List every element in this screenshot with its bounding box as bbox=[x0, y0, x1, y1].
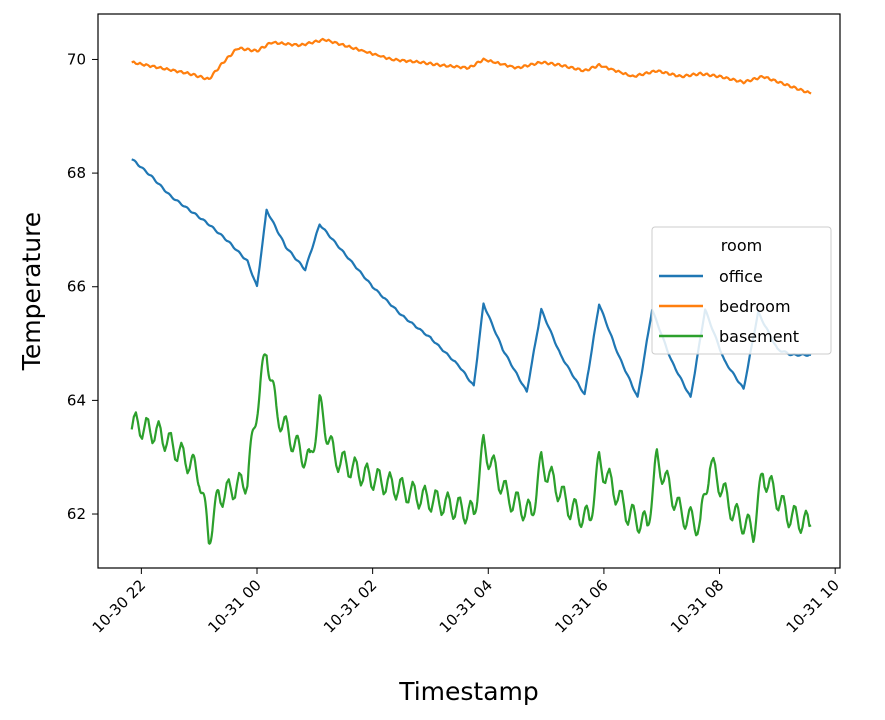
series-line-bedroom bbox=[131, 37, 812, 95]
plot-frame bbox=[97, 13, 841, 569]
y-axis-title: Temperature bbox=[17, 212, 46, 371]
y-tick-label: 64 bbox=[67, 391, 86, 409]
y-tick-label: 66 bbox=[67, 278, 86, 296]
legend-label-bedroom: bedroom bbox=[719, 297, 791, 316]
legend-label-basement: basement bbox=[719, 327, 799, 346]
x-axis-title: Timestamp bbox=[398, 677, 539, 706]
legend: room office bedroom basement bbox=[651, 226, 832, 355]
legend-box bbox=[651, 226, 832, 355]
legend-label-office: office bbox=[719, 267, 763, 286]
y-tick-label: 70 bbox=[67, 50, 86, 68]
y-axis: 62 64 66 68 70 bbox=[67, 50, 98, 523]
y-tick-label: 68 bbox=[67, 164, 86, 182]
series-line-basement bbox=[130, 353, 812, 545]
y-tick-label: 62 bbox=[67, 505, 86, 523]
legend-title: room bbox=[721, 236, 762, 255]
